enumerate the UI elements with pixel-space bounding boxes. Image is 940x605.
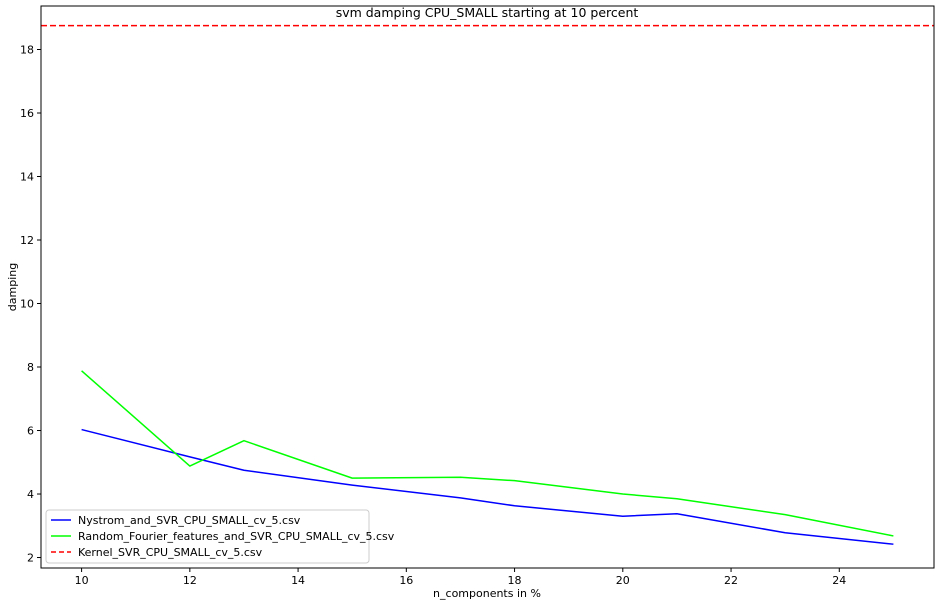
x-axis: 10 12 14 16 18 20 22 24 <box>75 568 846 587</box>
y-tick-label: 6 <box>27 425 34 438</box>
x-tick-label: 22 <box>724 574 738 587</box>
y-tick-label: 8 <box>27 361 34 374</box>
legend-label: Nystrom_and_SVR_CPU_SMALL_cv_5.csv <box>78 514 301 527</box>
x-tick-label: 20 <box>616 574 630 587</box>
series-1-line <box>81 428 894 545</box>
y-tick-label: 16 <box>20 107 34 120</box>
series-2-line <box>81 370 894 537</box>
x-axis-label: n_components in % <box>433 587 541 600</box>
y-tick-label: 4 <box>27 488 34 501</box>
y-axis: 2 4 6 8 10 12 14 16 18 <box>20 43 41 565</box>
y-axis-label: damping <box>6 263 19 311</box>
x-tick-label: 16 <box>399 574 413 587</box>
legend: Nystrom_and_SVR_CPU_SMALL_cv_5.csv Random… <box>45 509 395 564</box>
x-tick-label: 18 <box>508 574 522 587</box>
legend-label: Random_Fourier_features_and_SVR_CPU_SMAL… <box>78 530 395 543</box>
y-tick-label: 2 <box>27 552 34 565</box>
x-tick-label: 12 <box>183 574 197 587</box>
legend-box <box>45 509 370 564</box>
y-tick-label: 18 <box>20 43 34 56</box>
y-tick-label: 12 <box>20 234 34 247</box>
chart-title: svm damping CPU_SMALL starting at 10 per… <box>336 5 639 20</box>
axes-frame <box>40 5 935 569</box>
y-tick-label: 10 <box>20 298 34 311</box>
x-tick-label: 14 <box>291 574 305 587</box>
x-tick-label: 24 <box>832 574 846 587</box>
y-tick-label: 14 <box>20 171 34 184</box>
plot-area <box>41 24 934 545</box>
x-tick-label: 10 <box>75 574 89 587</box>
legend-label: Kernel_SVR_CPU_SMALL_cv_5.csv <box>78 546 263 559</box>
